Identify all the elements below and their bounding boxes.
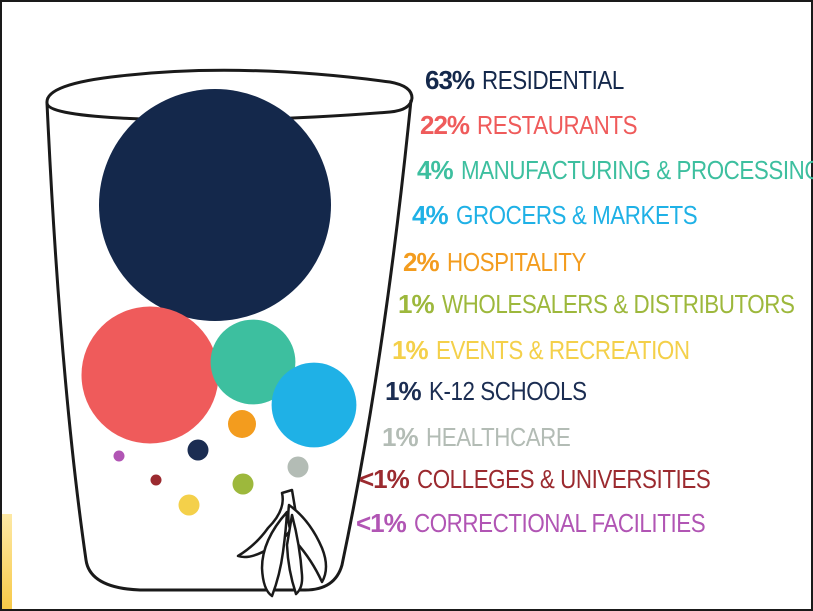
bubble-correctional-facilities	[113, 450, 125, 462]
bubble-colleges-universities	[150, 474, 162, 486]
bubble-healthcare	[287, 456, 309, 478]
bubble-events-recreation	[178, 494, 200, 516]
bubble-k-12-schools	[187, 439, 209, 461]
bubble-restaurants	[81, 306, 219, 444]
banana-peel-icon	[236, 488, 328, 598]
bubble-grocers-markets	[271, 362, 357, 448]
bubble-residential	[99, 89, 331, 321]
corner-accent	[2, 514, 12, 609]
bubble-group	[81, 89, 357, 516]
bubble-manufacturing-processing	[210, 319, 296, 405]
bubble-hospitality	[228, 410, 256, 438]
bubble-wholesalers-distributors	[232, 473, 254, 495]
